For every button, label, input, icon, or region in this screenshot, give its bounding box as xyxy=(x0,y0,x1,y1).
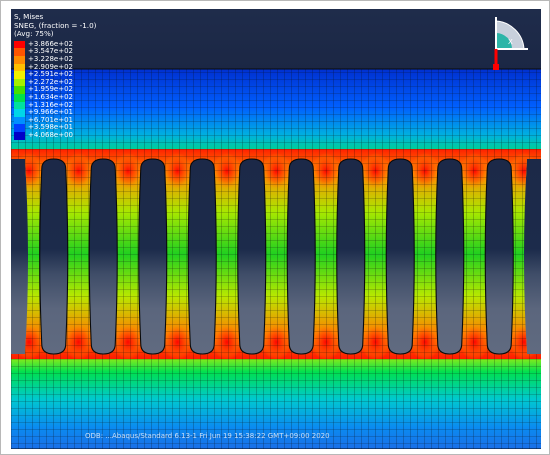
legend-entry: +1.959e+02 xyxy=(14,86,112,94)
legend-value: +9.966e+01 xyxy=(28,108,73,117)
legend-swatch xyxy=(14,55,25,64)
legend-swatch xyxy=(14,40,25,49)
legend-scale: +3.866e+02 +3.547e+02 +3.228e+02 +2.909e+02… xyxy=(14,39,112,140)
legend-averaging: (Avg: 75%) xyxy=(14,29,54,39)
legend-value: +2.909e+02 xyxy=(28,62,73,71)
fea-contour-plot xyxy=(11,68,541,449)
legend-value: +1.634e+02 xyxy=(28,92,73,101)
legend-value: +3.866e+02 xyxy=(28,39,73,48)
legend-swatch xyxy=(14,48,25,56)
legend-swatch xyxy=(14,93,25,102)
legend-value: +6.701e+01 xyxy=(28,115,73,124)
fea-viewport[interactable]: S, Mises SNEG, (fraction = -1.0) (Avg: 7… xyxy=(11,9,541,449)
legend-swatch xyxy=(14,116,25,125)
legend-swatch xyxy=(14,131,25,140)
legend-entry: +3.598e+01 xyxy=(14,124,112,132)
legend-entry: +2.909e+02 xyxy=(14,62,112,72)
legend-entry: +9.966e+01 xyxy=(14,109,112,117)
legend-value: +2.272e+02 xyxy=(28,77,73,86)
legend-value: +3.598e+01 xyxy=(28,123,73,132)
legend-entry: +6.701e+01 xyxy=(14,115,112,125)
status-timestamp: ODB: ...Abaqus/Standard 6.13-1 Fri Jun 1… xyxy=(85,432,330,440)
legend-entry: +2.591e+02 xyxy=(14,71,112,79)
coordinate-triad-icon xyxy=(493,17,528,70)
legend-swatch xyxy=(14,86,25,94)
legend-swatch xyxy=(14,78,25,87)
legend-swatch xyxy=(14,63,25,72)
legend-entry: +1.316e+02 xyxy=(14,100,112,110)
legend-entry: +3.228e+02 xyxy=(14,54,112,64)
legend-subtitle: SNEG, (fraction = -1.0) xyxy=(14,20,97,30)
legend-entry: +3.547e+02 xyxy=(14,48,112,56)
legend-value: +3.228e+02 xyxy=(28,54,73,63)
contour-legend: S, Mises SNEG, (fraction = -1.0) (Avg: 7… xyxy=(14,12,112,140)
legend-swatch xyxy=(14,71,25,79)
legend-entry: +2.272e+02 xyxy=(14,77,112,87)
legend-entry: +3.866e+02 xyxy=(14,39,112,49)
axis-x-label: X xyxy=(508,38,513,46)
legend-value: +4.068e+00 xyxy=(28,130,73,139)
legend-entry: +4.068e+00 xyxy=(14,130,112,140)
legend-swatch xyxy=(14,124,25,132)
legend-entry: +1.634e+02 xyxy=(14,92,112,102)
legend-value: +1.959e+02 xyxy=(28,85,73,94)
legend-value: +2.591e+02 xyxy=(28,70,73,79)
legend-swatch xyxy=(14,109,25,117)
specimen-outline xyxy=(11,68,541,449)
legend-swatch xyxy=(14,101,25,110)
legend-value: +3.547e+02 xyxy=(28,47,73,56)
legend-title: S, Mises xyxy=(14,12,44,21)
legend-value: +1.316e+02 xyxy=(28,100,73,109)
